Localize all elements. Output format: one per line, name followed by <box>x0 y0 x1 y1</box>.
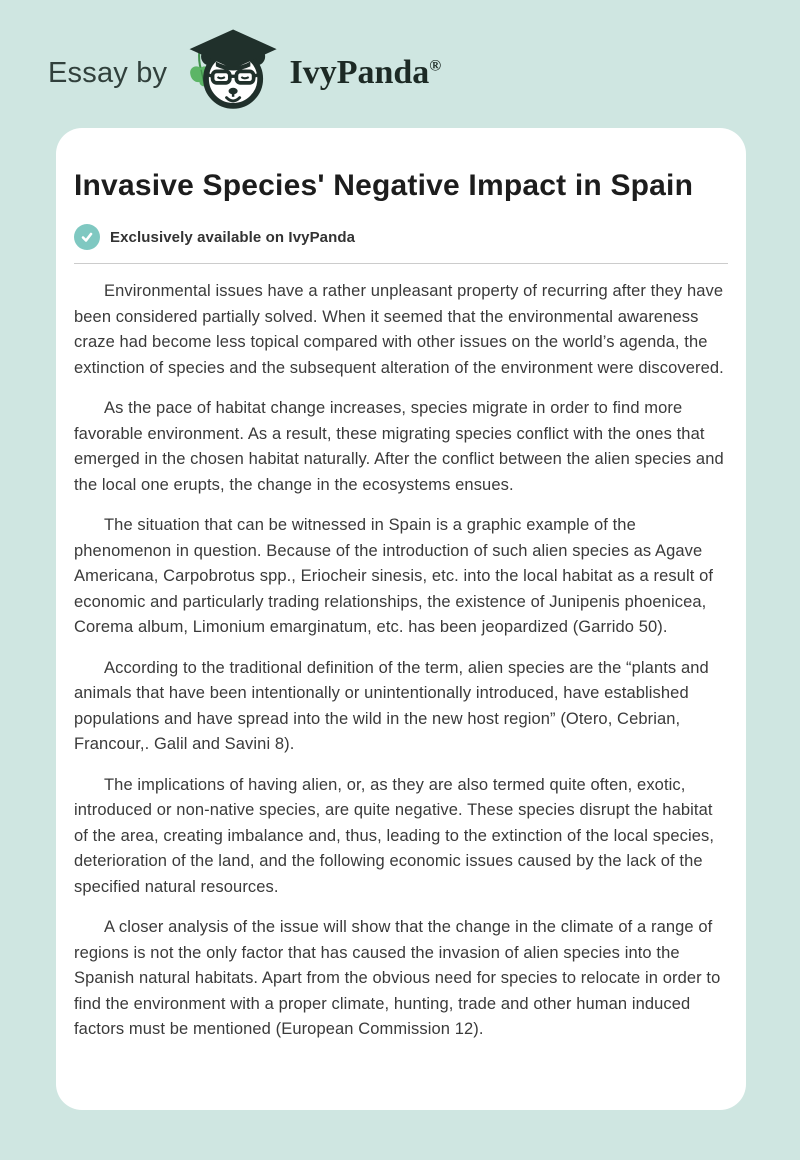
essay-paragraph: Environmental issues have a rather unple… <box>74 282 724 377</box>
exclusive-badge: Exclusively available on IvyPanda <box>74 224 728 250</box>
essay-paragraph: A closer analysis of the issue will show… <box>74 918 721 1038</box>
essay-paragraph: The situation that can be witnessed in S… <box>74 516 714 636</box>
page-title: Invasive Species' Negative Impact in Spa… <box>74 169 694 202</box>
brand-lockup[interactable]: IvyPanda® <box>183 27 441 119</box>
divider <box>74 263 728 264</box>
essay-paragraph: As the pace of habitat change increases,… <box>74 399 724 494</box>
essay-by-label: Essay by <box>48 56 168 89</box>
essay-paragraph: According to the traditional definition … <box>74 658 709 754</box>
essay-body: Environmental issues have a rather unple… <box>74 279 728 1043</box>
badge-label: Exclusively available on IvyPanda <box>110 228 356 246</box>
check-icon <box>74 224 100 250</box>
brand-name: IvyPanda® <box>289 54 442 91</box>
site-header: Essay by <box>0 0 800 128</box>
essay-paragraph: The implications of having alien, or, as… <box>74 775 715 896</box>
registered-mark: ® <box>429 57 442 75</box>
essay-card: Invasive Species' Negative Impact in Spa… <box>56 128 746 1110</box>
panda-graduate-icon <box>183 27 283 119</box>
